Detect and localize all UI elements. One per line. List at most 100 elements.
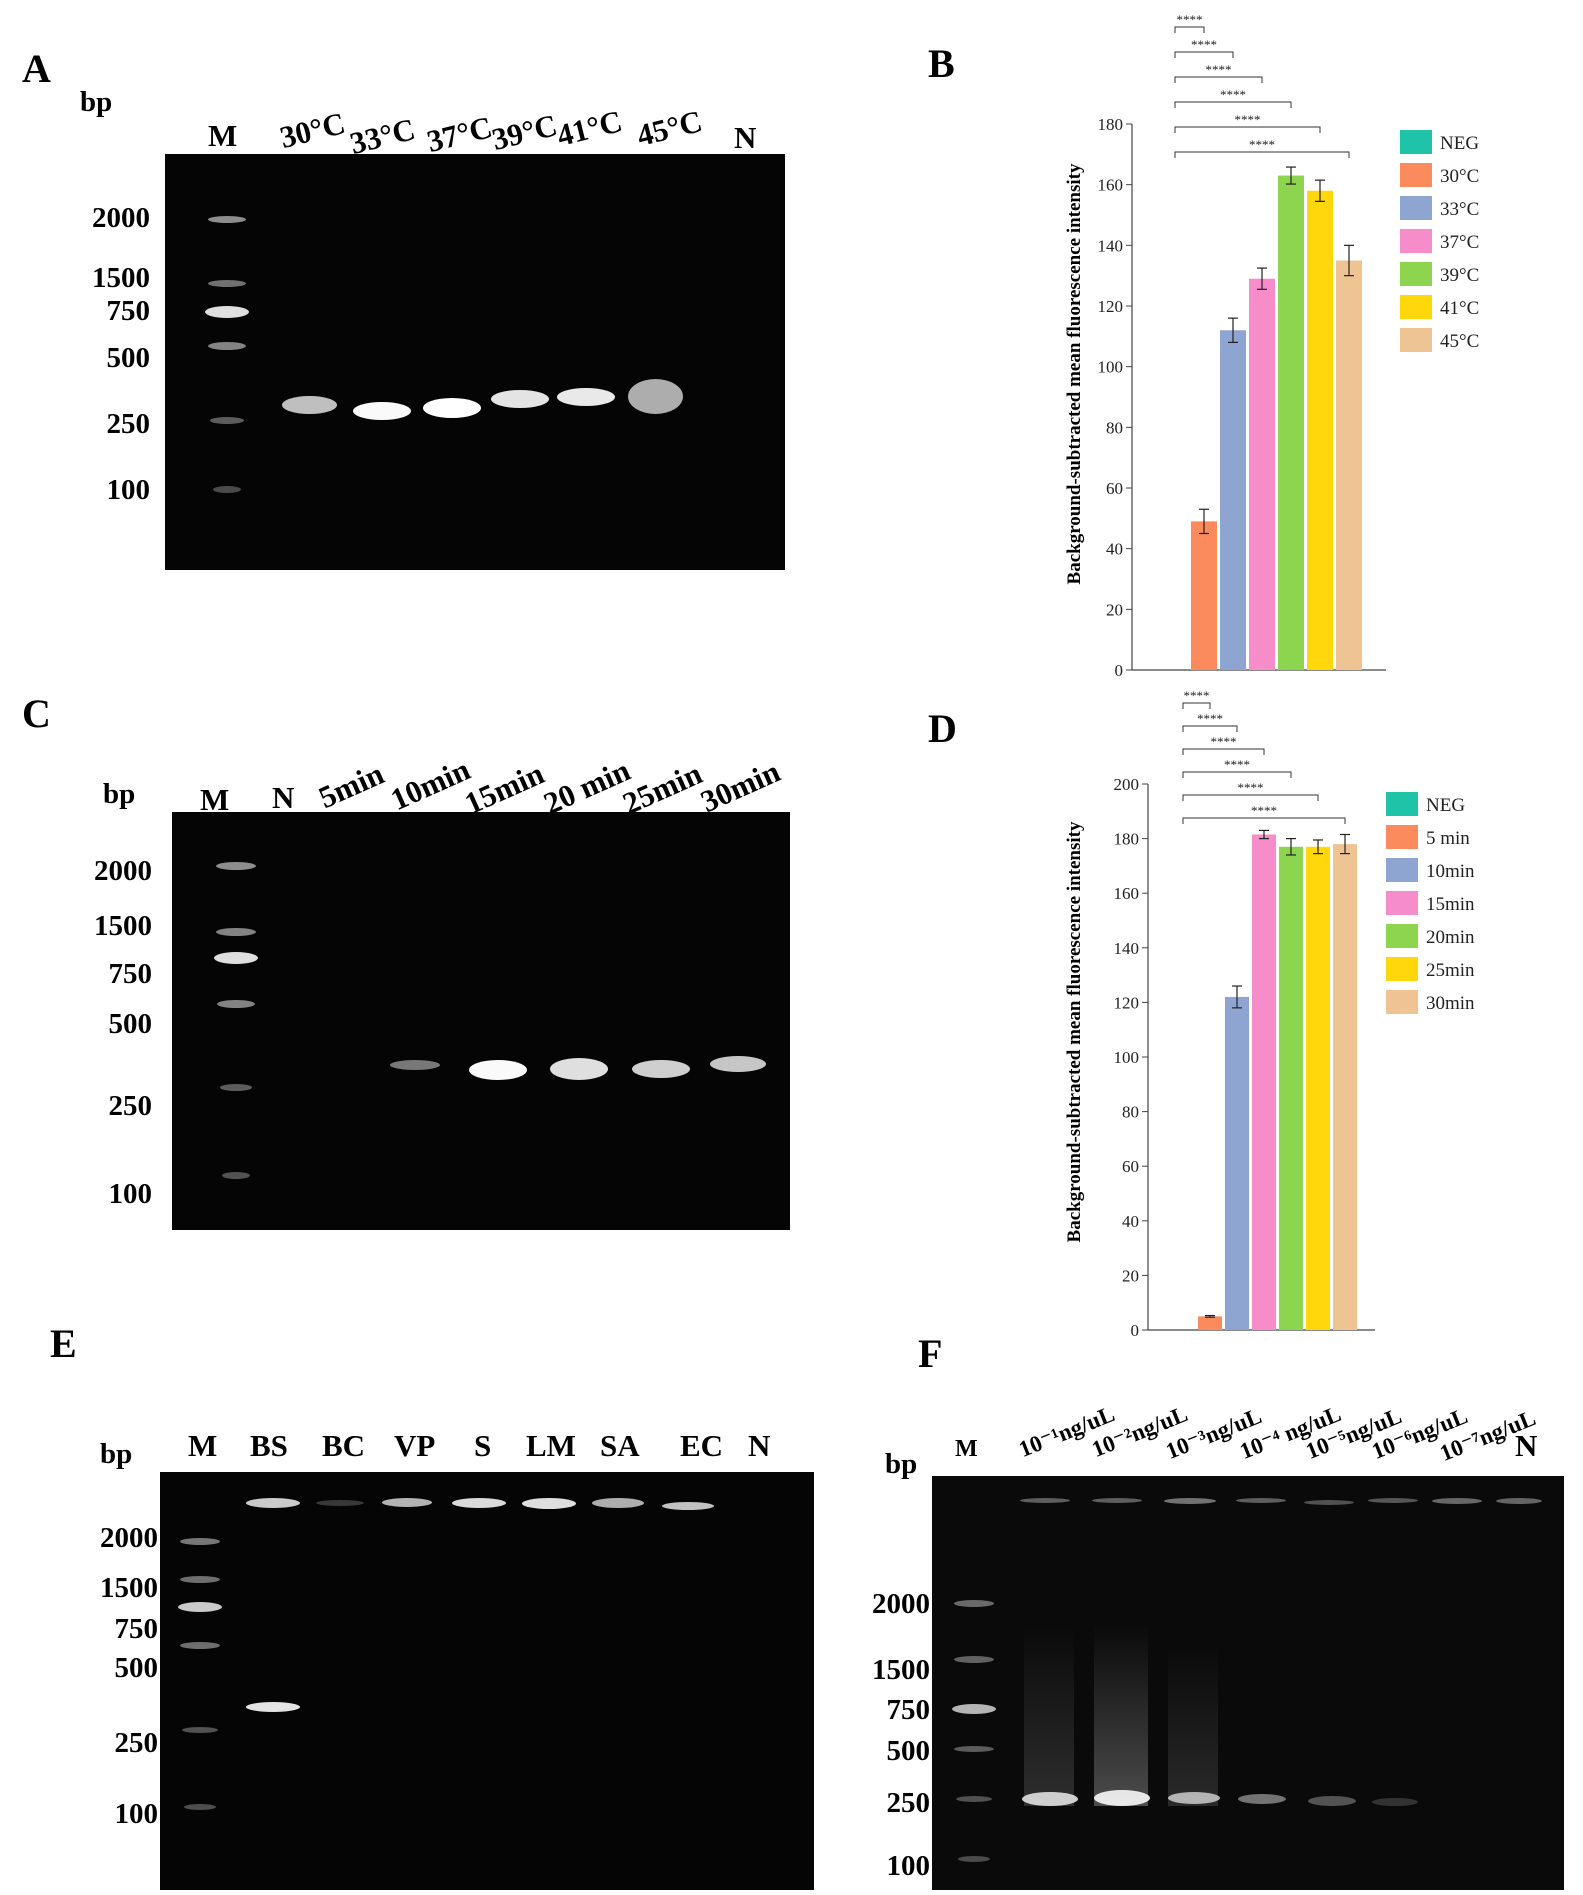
ladder-label-250: 250 [108, 1090, 153, 1122]
significance-bracket [1182, 748, 1265, 755]
sample-band [1022, 1792, 1078, 1806]
legend-swatch [1400, 163, 1432, 187]
sample-band [423, 398, 481, 418]
ladder-band [220, 1084, 252, 1091]
bar [1225, 996, 1249, 1330]
y-tick-label: 40 [1106, 540, 1123, 559]
lane-label: S [474, 1428, 492, 1463]
significance-bracket [1182, 817, 1346, 824]
ladder-band [208, 342, 246, 350]
y-tick-label: 200 [1114, 775, 1140, 794]
lane-label-m: M [200, 782, 230, 817]
ladder-label-500: 500 [886, 1735, 931, 1767]
smear [1024, 1626, 1074, 1806]
ladder-band [180, 1576, 220, 1583]
y-tick-label: 100 [1114, 1048, 1140, 1067]
panel-label-c: C [22, 691, 51, 736]
ladder-band [213, 486, 241, 493]
legend-swatch [1400, 229, 1432, 253]
well-band [1496, 1498, 1542, 1504]
legend-label: 25min [1426, 960, 1475, 981]
significance-label: **** [1206, 62, 1232, 77]
ladder-label-750: 750 [106, 295, 151, 327]
legend-label: 10min [1426, 861, 1475, 882]
lane-label: 37°C [423, 109, 496, 160]
ladder-label-2000: 2000 [92, 202, 150, 234]
legend-label: 37°C [1440, 232, 1479, 253]
ladder-band [208, 216, 246, 223]
bar [1252, 834, 1276, 1330]
significance-label: **** [1251, 803, 1277, 818]
ladder-band [958, 1856, 990, 1862]
lane-label-n: N [1515, 1428, 1538, 1463]
significance-bracket [1174, 126, 1321, 133]
panel-label-d: D [928, 706, 957, 751]
ladder-band [954, 1656, 994, 1663]
genomic-band [246, 1498, 300, 1508]
significance-label: **** [1191, 37, 1217, 52]
bp-label-f: bp [885, 1448, 918, 1480]
ladder-label-2000: 2000 [100, 1522, 158, 1554]
ladder-band [182, 1727, 218, 1733]
bp-label-c: bp [103, 778, 136, 810]
bar [1336, 260, 1362, 670]
ladder-band [214, 952, 258, 964]
well-band [1236, 1498, 1286, 1503]
panel-label-e: E [50, 1321, 77, 1366]
genomic-band [452, 1498, 506, 1508]
significance-bracket [1174, 26, 1205, 33]
ladder-band [180, 1642, 220, 1649]
bar [1279, 846, 1303, 1330]
ladder-band [205, 306, 249, 318]
legend-swatch [1386, 924, 1418, 948]
legend-label: 45°C [1440, 331, 1479, 352]
bar [1249, 278, 1275, 670]
bar [1306, 846, 1330, 1330]
y-tick-label: 120 [1098, 297, 1124, 316]
panel-label-b: B [928, 41, 955, 86]
ladder-label-500: 500 [108, 1008, 153, 1040]
legend-label: 20min [1426, 927, 1475, 948]
lane-label: 5min [313, 755, 389, 816]
sample-band [1308, 1796, 1356, 1806]
lane-label: 39°C [488, 107, 561, 158]
gel-image-c [172, 812, 790, 1230]
significance-label: **** [1197, 711, 1223, 726]
significance-bracket [1174, 101, 1292, 108]
y-tick-label: 60 [1106, 479, 1123, 498]
significance-label: **** [1235, 112, 1261, 127]
bar [1333, 844, 1357, 1330]
well-band [1368, 1498, 1418, 1503]
sample-band [550, 1058, 608, 1080]
legend-swatch [1386, 891, 1418, 915]
lane-label: SA [600, 1428, 640, 1463]
legend-label: 30min [1426, 993, 1475, 1014]
legend-swatch [1400, 196, 1432, 220]
significance-label: **** [1177, 12, 1203, 27]
bar [1191, 521, 1217, 670]
panel-label-a: A [22, 46, 51, 91]
ladder-band [222, 1172, 250, 1179]
significance-label: **** [1249, 137, 1275, 152]
ladder-label-250: 250 [114, 1727, 159, 1759]
bar [1307, 190, 1333, 670]
sample-band [469, 1060, 527, 1080]
ladder-label-1500: 1500 [92, 262, 150, 294]
bp-label-e: bp [100, 1438, 133, 1470]
significance-bracket [1174, 51, 1234, 58]
well-band [1304, 1500, 1354, 1505]
genomic-band [592, 1498, 644, 1508]
gel-image-f [932, 1476, 1564, 1890]
ladder-label-100: 100 [106, 474, 151, 506]
ladder-label-100: 100 [114, 1798, 159, 1830]
sample-band [282, 396, 337, 414]
lane-label: BC [322, 1428, 366, 1463]
lane-label: 41°C [553, 103, 626, 154]
significance-label: **** [1224, 757, 1250, 772]
sample-band [491, 390, 549, 408]
ladder-label-2000: 2000 [94, 855, 152, 887]
smear [1094, 1626, 1148, 1806]
bp-label-a: bp [80, 86, 113, 118]
bar-chart-d: Background-subtracted mean fluorescence … [1064, 688, 1475, 1340]
significance-label: **** [1220, 87, 1246, 102]
